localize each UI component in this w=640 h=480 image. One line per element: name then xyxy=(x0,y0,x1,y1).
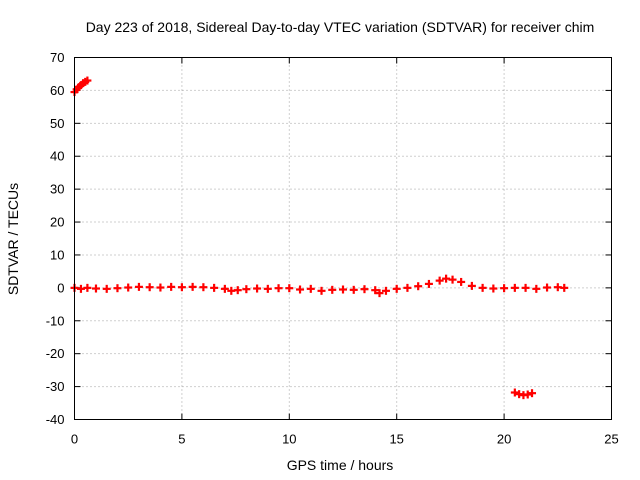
data-point xyxy=(102,284,111,293)
plot-frame xyxy=(74,57,612,420)
data-point xyxy=(124,283,133,292)
data-point xyxy=(167,282,176,291)
data-point xyxy=(220,284,229,293)
x-tick-label: 15 xyxy=(389,432,403,447)
data-point xyxy=(528,389,537,398)
x-tick-label: 0 xyxy=(71,432,78,447)
y-tick-label: 60 xyxy=(50,83,64,98)
data-point xyxy=(306,284,315,293)
data-points xyxy=(70,76,569,400)
data-point xyxy=(233,286,242,295)
data-point xyxy=(489,284,498,293)
data-point xyxy=(403,283,412,292)
data-point xyxy=(188,282,197,291)
data-point xyxy=(457,277,466,286)
x-tick-label: 5 xyxy=(178,432,185,447)
data-point xyxy=(296,285,305,294)
axis-ticks xyxy=(74,57,612,420)
grid-lines xyxy=(74,57,612,420)
y-tick-label: 70 xyxy=(50,50,64,65)
data-point xyxy=(424,279,433,288)
data-point xyxy=(253,284,262,293)
data-point xyxy=(523,390,532,399)
data-point xyxy=(317,286,326,295)
data-point xyxy=(435,276,444,285)
y-tick-labels: -40 -30 -20 -10 0 10 20 30 40 50 60 70 xyxy=(46,50,65,427)
data-point xyxy=(199,283,208,292)
data-point xyxy=(263,284,272,293)
data-point xyxy=(177,283,186,292)
data-point xyxy=(83,283,92,292)
data-point xyxy=(510,388,519,397)
data-point xyxy=(91,284,100,293)
x-tick-label: 20 xyxy=(497,432,511,447)
data-point xyxy=(242,285,251,294)
data-point xyxy=(210,283,219,292)
data-point xyxy=(285,284,294,293)
data-point xyxy=(134,282,143,291)
data-point xyxy=(414,282,423,291)
y-tick-label: -30 xyxy=(46,379,65,394)
y-tick-label: 30 xyxy=(50,182,64,197)
y-tick-label: 0 xyxy=(57,280,64,295)
data-point xyxy=(392,284,401,293)
data-point xyxy=(510,283,519,292)
data-point xyxy=(521,283,530,292)
y-tick-label: 40 xyxy=(50,149,64,164)
x-tick-label: 10 xyxy=(282,432,296,447)
y-tick-label: 20 xyxy=(50,215,64,230)
data-point xyxy=(500,284,509,293)
data-point xyxy=(113,284,122,293)
data-point xyxy=(156,283,165,292)
data-point xyxy=(532,284,541,293)
y-tick-label: 50 xyxy=(50,116,64,131)
data-point xyxy=(371,286,380,295)
data-point xyxy=(83,76,92,85)
chart-title: Day 223 of 2018, Sidereal Day-to-day VTE… xyxy=(86,19,595,35)
y-tick-label: -10 xyxy=(46,313,65,328)
data-point xyxy=(448,275,457,284)
y-tick-label: 10 xyxy=(50,247,64,262)
x-tick-label: 25 xyxy=(604,432,618,447)
data-point xyxy=(381,286,390,295)
data-point xyxy=(274,284,283,293)
data-point xyxy=(328,285,337,294)
data-point xyxy=(360,285,369,294)
data-point xyxy=(375,289,384,298)
x-tick-labels: 0 5 10 15 20 25 xyxy=(71,432,619,447)
data-point xyxy=(145,283,154,292)
data-point xyxy=(339,285,347,294)
data-point xyxy=(478,283,487,292)
y-tick-label: -20 xyxy=(46,346,65,361)
data-point xyxy=(349,285,358,294)
x-axis-label: GPS time / hours xyxy=(287,457,394,473)
data-point xyxy=(560,283,569,292)
data-point xyxy=(467,281,476,290)
y-axis-label: SDTVAR / TECUs xyxy=(5,183,21,295)
y-tick-label: -40 xyxy=(46,412,65,427)
data-point xyxy=(543,283,552,292)
